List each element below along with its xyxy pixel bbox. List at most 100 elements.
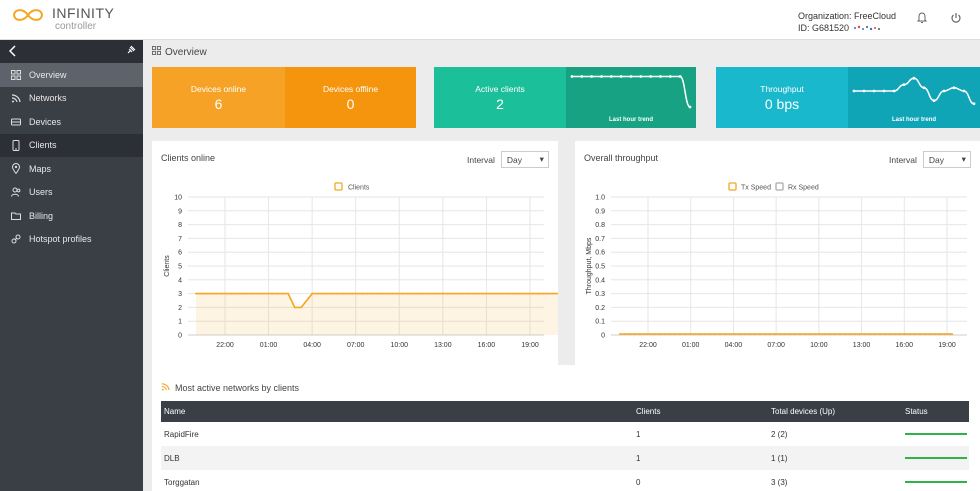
data-point bbox=[366, 292, 369, 295]
sidebar-item-label: Clients bbox=[29, 140, 57, 151]
data-point bbox=[749, 333, 751, 335]
sidebar-item-networks[interactable]: Networks bbox=[0, 87, 143, 111]
data-point bbox=[245, 292, 248, 295]
data-point bbox=[779, 333, 781, 335]
data-point bbox=[639, 333, 641, 335]
sidebar-item-users[interactable]: Users bbox=[0, 181, 143, 205]
network-name[interactable]: DLB bbox=[161, 446, 633, 470]
interval-select[interactable]: Day ▾ bbox=[500, 151, 549, 168]
y-tick-label: 0.3 bbox=[595, 291, 605, 298]
y-tick-label: 2 bbox=[178, 305, 182, 312]
data-point bbox=[436, 292, 439, 295]
card-value: 6 bbox=[214, 96, 223, 112]
trend-point bbox=[912, 76, 916, 80]
data-point bbox=[934, 333, 936, 335]
sidebar-item-overview[interactable]: Overview bbox=[0, 63, 143, 87]
sidebar-item-label: Maps bbox=[29, 163, 52, 174]
data-point bbox=[457, 292, 459, 295]
logo-subtitle: controller bbox=[55, 21, 97, 32]
data-point bbox=[492, 292, 495, 295]
sidebar-item-maps[interactable]: Maps bbox=[0, 157, 143, 181]
data-point bbox=[924, 333, 926, 335]
logo[interactable]: INFINITY controller bbox=[10, 6, 114, 32]
card-label: Devices online bbox=[190, 84, 247, 94]
table-row[interactable]: RapidFire 1 2 (2) bbox=[161, 422, 969, 446]
network-name[interactable]: RapidFire bbox=[164, 429, 199, 439]
interval-label: Interval bbox=[467, 154, 495, 165]
sidebar-item-billing[interactable]: Billing bbox=[0, 204, 143, 228]
data-point bbox=[289, 297, 292, 300]
trend-point bbox=[972, 102, 976, 106]
column-header-name[interactable]: Name bbox=[161, 401, 633, 422]
data-point bbox=[507, 292, 510, 295]
network-clients: 0 bbox=[636, 477, 641, 487]
wifi-icon bbox=[161, 382, 170, 393]
table-row[interactable]: Torggatan 0 3 (3) bbox=[161, 470, 969, 491]
data-point bbox=[542, 292, 545, 295]
data-point bbox=[512, 292, 515, 295]
data-point bbox=[376, 292, 379, 295]
sidebar-item-label: Billing bbox=[29, 210, 54, 221]
data-point bbox=[351, 292, 354, 295]
data-point bbox=[406, 292, 409, 295]
y-tick-label: 0 bbox=[601, 333, 605, 340]
column-header-clients[interactable]: Clients bbox=[633, 401, 768, 422]
x-tick-label: 22:00 bbox=[639, 342, 657, 349]
table-row[interactable]: DLB 1 1 (1) bbox=[161, 446, 969, 470]
card-value: 2 bbox=[496, 96, 504, 112]
data-point bbox=[754, 333, 756, 335]
y-tick-label: 7 bbox=[178, 236, 182, 243]
organization-name: Organization: FreeCloud bbox=[798, 11, 897, 21]
data-point bbox=[235, 292, 238, 295]
data-point bbox=[250, 292, 253, 295]
pin-icon[interactable] bbox=[126, 45, 136, 57]
organization-info[interactable]: Organization: FreeCloud ID: G681520 bbox=[798, 10, 896, 34]
data-point bbox=[854, 333, 856, 335]
trend-point bbox=[668, 75, 672, 78]
data-point bbox=[899, 333, 901, 335]
devices-offline-card[interactable]: Devices offline 0 bbox=[285, 67, 416, 128]
trend-point bbox=[609, 75, 613, 78]
trend-label: Last hour trend bbox=[608, 117, 653, 123]
card-value: 0 bbox=[346, 96, 355, 112]
sidebar-item-hotspot-profiles[interactable]: Hotspot profiles bbox=[0, 228, 143, 252]
power-icon[interactable] bbox=[950, 12, 962, 26]
data-point bbox=[824, 333, 826, 335]
devices-online-card[interactable]: Devices online 6 bbox=[152, 67, 285, 128]
data-point bbox=[884, 333, 886, 335]
logo-name: INFINITY bbox=[52, 5, 115, 21]
data-point bbox=[834, 333, 836, 335]
throughput-card[interactable]: Throughput 0 bps bbox=[716, 67, 848, 128]
data-point bbox=[210, 292, 213, 295]
interval-select[interactable]: Day ▾ bbox=[922, 151, 971, 168]
data-point bbox=[225, 292, 228, 295]
data-point bbox=[624, 333, 626, 335]
legend-label-tx: Tx Speed bbox=[741, 185, 771, 192]
data-point bbox=[293, 306, 296, 309]
data-point bbox=[734, 333, 736, 335]
data-point bbox=[739, 333, 741, 335]
data-point bbox=[391, 292, 394, 295]
x-tick-label: 07:00 bbox=[767, 342, 785, 349]
sidebar-item-devices[interactable]: Devices bbox=[0, 110, 143, 134]
interval-label: Interval bbox=[889, 154, 917, 165]
panel-title: Clients online bbox=[161, 153, 216, 163]
data-point bbox=[316, 292, 319, 295]
data-point bbox=[729, 333, 731, 335]
map-pin-icon bbox=[10, 163, 21, 175]
notifications-bell-icon[interactable] bbox=[916, 12, 928, 26]
trend-point bbox=[962, 89, 966, 93]
trend-point bbox=[872, 89, 876, 93]
legend-swatch bbox=[334, 182, 343, 191]
data-point bbox=[719, 333, 721, 335]
data-point bbox=[864, 333, 866, 335]
sidebar-item-clients[interactable]: Clients bbox=[0, 133, 143, 157]
data-point bbox=[759, 333, 761, 335]
column-header-total-devices[interactable]: Total devices (Up) bbox=[768, 401, 902, 422]
data-point bbox=[844, 333, 846, 335]
network-name[interactable]: Torggatan bbox=[164, 477, 200, 487]
collapse-chevron-left-icon[interactable] bbox=[8, 45, 17, 59]
data-point bbox=[839, 333, 841, 335]
active-clients-card[interactable]: Active clients 2 bbox=[434, 67, 566, 128]
column-header-status[interactable]: Status bbox=[902, 401, 969, 422]
